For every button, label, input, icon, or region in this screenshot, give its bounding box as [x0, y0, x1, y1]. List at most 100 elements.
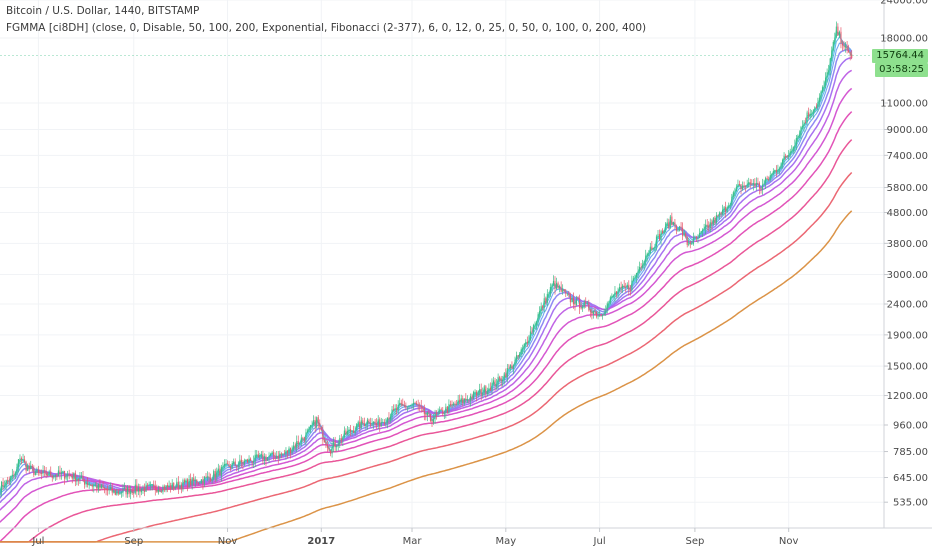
- candle-body: [96, 485, 98, 490]
- candle-body: [729, 204, 731, 206]
- candle-body: [20, 458, 23, 460]
- candle-body: [394, 408, 396, 410]
- candle-body: [17, 459, 19, 468]
- candle-body: [413, 402, 415, 405]
- candle-body: [619, 286, 621, 291]
- time-tick-label: Jul: [31, 536, 44, 547]
- candle-body: [474, 391, 476, 393]
- candle-body: [600, 315, 602, 317]
- candle-body: [522, 347, 524, 350]
- candle-body: [537, 314, 539, 322]
- candle-body: [648, 252, 650, 254]
- candle-body: [333, 441, 335, 447]
- price-tick-label: 3000.00: [887, 270, 928, 281]
- candle-body: [711, 222, 713, 225]
- candle-body: [737, 184, 739, 187]
- candle-body: [449, 404, 452, 405]
- candle-body: [400, 402, 402, 405]
- candle-body: [71, 475, 73, 479]
- candle-body: [323, 440, 325, 443]
- candle-body: [760, 188, 762, 190]
- candle-body: [848, 49, 850, 53]
- candle-body: [208, 476, 210, 478]
- candle-body: [328, 447, 330, 451]
- candle-body: [508, 368, 510, 369]
- candle-body: [783, 155, 785, 160]
- candle-body: [88, 484, 90, 486]
- candle-body: [765, 177, 767, 184]
- candle-body: [637, 271, 639, 273]
- candle-body: [293, 445, 295, 450]
- candle-body: [300, 437, 302, 443]
- candle-body: [326, 445, 329, 448]
- candle-body: [296, 441, 298, 448]
- candle-body: [745, 186, 747, 187]
- candle-body: [841, 43, 844, 46]
- candle-body: [150, 484, 152, 486]
- candle-body: [125, 487, 127, 495]
- candle-body: [589, 310, 591, 312]
- candle-body: [310, 425, 312, 428]
- candle-body: [448, 404, 450, 413]
- candle-body: [502, 379, 504, 382]
- candle-body: [353, 430, 355, 433]
- candle-body: [512, 365, 515, 369]
- symbol-title[interactable]: Bitcoin / U.S. Dollar, 1440, BITSTAMP: [6, 5, 200, 17]
- candle-body: [151, 484, 153, 486]
- candle-body: [526, 341, 528, 344]
- candle-body: [294, 445, 296, 448]
- candle-body: [345, 430, 347, 435]
- candle-body: [649, 246, 651, 253]
- indicator-legend[interactable]: FGMMA [ci8DH] (close, 0, Disable, 50, 10…: [6, 22, 647, 34]
- time-axis[interactable]: Jul Sep Nov 2017 Mar May Jul Sep Nov: [31, 528, 799, 547]
- candle-body: [809, 113, 811, 116]
- candle-body: [388, 417, 390, 420]
- candle-body: [828, 70, 830, 73]
- candle-body: [708, 225, 710, 228]
- candle-body: [28, 465, 30, 469]
- candle-body: [180, 484, 182, 489]
- candle-body: [591, 311, 593, 315]
- candle-body: [628, 284, 630, 290]
- candle-body: [620, 286, 622, 289]
- candle-body: [452, 403, 455, 406]
- candle-body: [476, 391, 478, 396]
- candle-body: [817, 102, 819, 108]
- candle-body: [391, 409, 393, 417]
- candle-body: [403, 405, 405, 406]
- candle-body: [660, 230, 662, 240]
- candle-body: [137, 487, 139, 492]
- candle-body: [202, 479, 204, 484]
- candle-body: [482, 392, 484, 396]
- candle-body: [187, 479, 189, 488]
- candle-body: [646, 253, 648, 256]
- candle-body: [33, 467, 35, 476]
- candle-body: [90, 484, 92, 486]
- candle-body: [79, 477, 81, 481]
- candle-body: [732, 192, 734, 197]
- candle-body: [206, 476, 209, 478]
- candle-body: [285, 450, 287, 455]
- candle-body: [240, 459, 242, 463]
- candle-body: [140, 489, 142, 493]
- candle-body: [742, 185, 744, 190]
- candle-body: [39, 472, 41, 474]
- candle-body: [562, 289, 564, 292]
- candle-body: [563, 289, 565, 292]
- candle-body: [846, 46, 848, 50]
- candle-body: [188, 478, 190, 488]
- candle-body: [465, 398, 467, 400]
- candle-body: [354, 430, 356, 433]
- candle-body: [423, 407, 425, 415]
- candle-body: [256, 454, 258, 456]
- candle-body: [540, 305, 542, 311]
- price-tick-label: 4800.00: [887, 208, 928, 219]
- candle-body: [177, 481, 179, 489]
- candle-body: [445, 406, 447, 413]
- candle-body: [84, 480, 86, 485]
- price-axis[interactable]: 24000.00 18000.00 11000.00 9000.00 7400.00 58…: [880, 0, 928, 509]
- candle-body: [411, 404, 413, 406]
- candle-body: [74, 472, 76, 482]
